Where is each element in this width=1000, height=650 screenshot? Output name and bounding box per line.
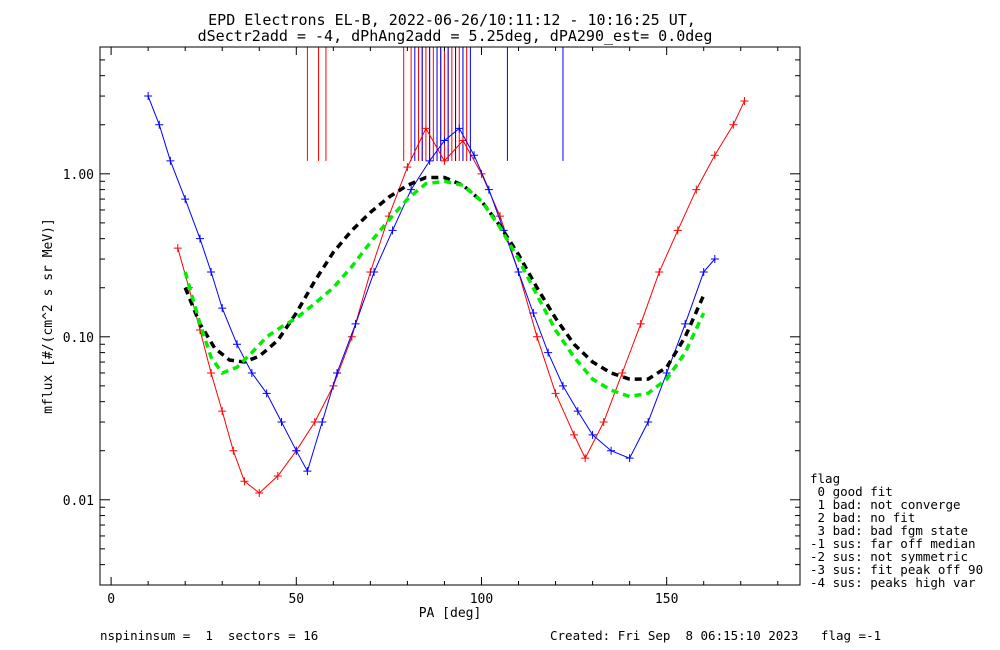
axes-layer: 0 50 100 150 0.01 0.10 1.00 [63, 46, 800, 607]
legend-entry: -2 sus: not symmetric [810, 549, 968, 564]
legend: flag 0 good fit 1 bad: not converge 2 ba… [810, 471, 983, 590]
data-point-marker [544, 348, 553, 357]
data-point-marker [218, 304, 227, 313]
data-point-marker [484, 185, 493, 194]
data-point-marker [699, 267, 708, 276]
legend-entry: 3 bad: bad fgm state [810, 523, 968, 538]
y-tick-label: 1.00 [63, 168, 94, 183]
data-point-marker [388, 226, 397, 235]
fit-curve-line [183, 179, 706, 399]
data-point-marker [625, 454, 634, 463]
data-point-marker [421, 124, 430, 133]
chart-subtitle: dSectr2add = -4, dPhAng2add = 5.25deg, d… [198, 27, 713, 45]
data-point-marker [681, 319, 690, 328]
data-point-marker [636, 319, 645, 328]
data-point-marker [618, 368, 627, 377]
data-point-marker [333, 368, 342, 377]
data-point-marker [529, 308, 538, 317]
footer-right: Created: Fri Sep 8 06:15:10 2023 flag =-… [550, 628, 881, 643]
data-point-marker [551, 389, 560, 398]
data-point-marker [692, 185, 701, 194]
data-point-marker [181, 195, 190, 204]
data-point-marker [470, 151, 479, 160]
x-tick-label: 150 [655, 592, 678, 607]
footer-left: nspininsum = 1 sectors = 16 [100, 628, 318, 643]
data-point-marker [570, 430, 579, 439]
data-point-marker [303, 467, 312, 476]
data-point-marker [240, 477, 249, 486]
y-tick-label: 0.01 [63, 494, 94, 509]
data-point-marker [262, 389, 271, 398]
data-point-marker [218, 407, 227, 416]
legend-title: flag [810, 471, 840, 486]
data-point-marker [588, 430, 597, 439]
data-point-marker [455, 124, 464, 133]
x-tick-label: 100 [470, 592, 493, 607]
data-point-marker [173, 244, 182, 253]
data-point-marker [729, 120, 738, 129]
data-point-marker [277, 418, 286, 427]
data-series-line [147, 95, 716, 473]
data-point-marker [351, 319, 360, 328]
data-point-marker [599, 418, 608, 427]
data-point-marker [370, 267, 379, 276]
data-point-marker [655, 267, 664, 276]
data-point-marker [273, 471, 282, 480]
data-point-marker [155, 120, 164, 129]
data-point-marker [710, 151, 719, 160]
chart-title: EPD Electrons EL-B, 2022-06-26/10:11:12 … [208, 11, 696, 29]
data-point-marker [207, 267, 216, 276]
legend-entry: -3 sus: fit peak off 90 [810, 562, 983, 577]
data-point-marker [607, 446, 616, 455]
data-point-marker [440, 136, 449, 145]
data-point-marker [533, 332, 542, 341]
data-point-marker [166, 156, 175, 165]
y-tick-label: 0.10 [63, 331, 94, 346]
x-tick-label: 0 [107, 592, 115, 607]
x-tick-label: 50 [288, 592, 304, 607]
data-point-marker [196, 234, 204, 243]
data-point-marker [403, 163, 412, 172]
data-point-marker [710, 255, 719, 264]
data-point-marker [740, 96, 749, 105]
data-point-marker [310, 418, 319, 427]
data-point-marker [581, 454, 590, 463]
fit-curve-line [183, 175, 706, 381]
data-point-marker [229, 446, 238, 455]
legend-entry: -4 sus: peaks high var [810, 575, 976, 590]
data-point-marker [247, 368, 256, 377]
data-point-marker [662, 368, 671, 377]
data-point-marker [573, 407, 582, 416]
legend-entry: 1 bad: not converge [810, 497, 961, 512]
plot-frame [99, 46, 801, 586]
legend-entry: -1 sus: far off median [810, 536, 976, 551]
data-point-marker [673, 226, 682, 235]
data-point-marker [558, 381, 567, 390]
data-point-marker [233, 340, 242, 349]
data-point-marker [144, 92, 153, 101]
x-axis-label: PA [deg] [419, 606, 482, 621]
data-point-marker [407, 185, 416, 194]
data-point-marker [255, 489, 264, 498]
data-point-marker [425, 156, 434, 165]
data-layer [144, 47, 749, 498]
legend-entry: 0 good fit [810, 484, 893, 499]
data-point-marker [644, 418, 653, 427]
data-point-marker [318, 418, 327, 427]
data-point-marker [292, 446, 301, 455]
data-point-marker [440, 156, 449, 165]
legend-entry: 2 bad: no fit [810, 510, 915, 525]
y-axis-label: mflux [#/(cm^2 s sr MeV)] [41, 218, 56, 414]
data-point-marker [207, 368, 216, 377]
data-point-marker [514, 267, 523, 276]
